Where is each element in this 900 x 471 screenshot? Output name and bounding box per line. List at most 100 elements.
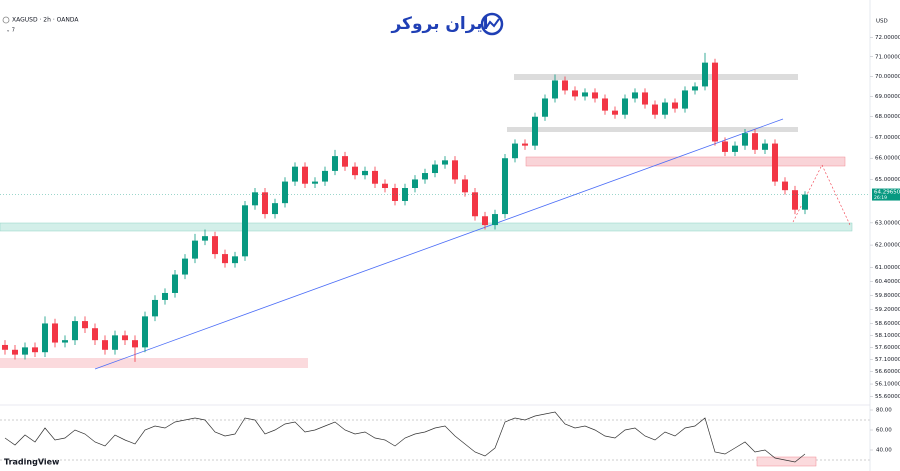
candle-body	[362, 170, 368, 176]
menu[interactable]: ⌄ 7	[6, 28, 15, 34]
candle-body	[342, 156, 348, 167]
candle-body	[302, 166, 308, 184]
candle-body	[282, 181, 288, 204]
candle-body	[732, 145, 738, 152]
candle-body	[162, 292, 168, 300]
candle-body	[572, 90, 578, 97]
candle-body	[632, 92, 638, 99]
trend-line	[94, 118, 784, 370]
candle-body	[212, 236, 218, 255]
demand-zone	[0, 358, 308, 368]
candle-body	[802, 194, 808, 210]
last-price-tag	[872, 188, 900, 201]
logo-text: ایران بروکر	[390, 14, 488, 34]
candle-body	[512, 143, 518, 159]
candle-body	[752, 133, 758, 150]
candle-body	[762, 143, 768, 150]
last-price-label: 64.29650	[874, 190, 900, 196]
y-tick-label: 67.00000	[875, 135, 900, 141]
candle-body	[552, 80, 558, 99]
candle-body	[392, 188, 398, 201]
candle-body	[672, 102, 678, 109]
y-tick-label: 59.20000	[875, 307, 900, 313]
symbol-title: XAGUSD · 2h · OANDA	[12, 17, 79, 24]
candle-body	[42, 323, 48, 353]
y-tick-label: 72.00000	[875, 35, 900, 41]
candle-body	[202, 236, 208, 241]
candle-body	[582, 92, 588, 97]
y-tick-label: 61.00000	[875, 265, 900, 271]
candle-body	[652, 104, 658, 115]
y-tick-label: 68.00000	[875, 114, 900, 120]
candle-body	[622, 98, 628, 115]
candle-body	[502, 158, 508, 215]
candle-body	[682, 90, 688, 109]
y-tick-label: 56.10000	[875, 382, 900, 388]
candle-body	[242, 205, 248, 257]
candle-body	[2, 344, 8, 350]
candle-body	[222, 254, 228, 264]
rsi-y-tick-label: 80.00	[876, 408, 892, 414]
candle-body	[112, 335, 118, 350]
candle-body	[532, 116, 538, 146]
candle-body	[772, 143, 778, 182]
countdown: 26:19	[874, 195, 887, 201]
support-zone	[0, 222, 853, 232]
pink-zone	[525, 156, 846, 167]
candle-body	[472, 192, 478, 217]
candle-body	[152, 299, 158, 317]
rsi-line	[4, 411, 806, 463]
y-tick-label: 57.10000	[875, 357, 900, 363]
candle-body	[62, 340, 68, 343]
rsi-y-tick-label: 40.00	[876, 448, 892, 454]
y-tick-label: 58.60000	[875, 321, 900, 327]
candle-body	[32, 347, 38, 353]
candle-body	[312, 181, 318, 184]
candle-body	[612, 110, 618, 115]
candle-body	[702, 62, 708, 87]
candle-body	[172, 274, 178, 293]
y-tick-label: 71.00000	[875, 54, 900, 60]
y-tick-label: 62.00000	[875, 243, 900, 249]
y-tick-label: 58.10000	[875, 333, 900, 339]
logo: ایران بروکر	[390, 12, 504, 36]
candle-body	[422, 173, 428, 180]
resistance-zone	[514, 74, 798, 80]
candle-body	[182, 258, 188, 275]
candle-body	[742, 133, 748, 146]
y-tick-label: 59.80000	[875, 293, 900, 299]
candle-body	[542, 98, 548, 117]
candle-body	[72, 321, 78, 341]
y-tick-label: 57.60000	[875, 345, 900, 351]
candle-body	[232, 256, 238, 264]
candle-body	[712, 62, 718, 142]
currency: USD	[876, 19, 888, 25]
candle-body	[432, 164, 438, 174]
candle-body	[792, 190, 798, 210]
logo-icon	[480, 12, 504, 36]
y-tick-label: 63.00000	[875, 220, 900, 226]
candle-body	[12, 349, 18, 355]
candle-body	[102, 340, 108, 350]
candle-body	[492, 214, 498, 226]
candle-body	[192, 240, 198, 259]
rsi-y-tick-label: 60.00	[876, 428, 892, 434]
candle-body	[142, 316, 148, 348]
y-tick-label: 66.00000	[875, 156, 900, 162]
footer-brand: TradingView	[4, 458, 60, 467]
candle-body	[642, 92, 648, 105]
logo-arrow	[485, 18, 500, 29]
candle-body	[22, 347, 28, 355]
candle-body	[522, 143, 528, 146]
candle-body	[482, 216, 488, 226]
candle-body	[592, 92, 598, 99]
candle-body	[82, 321, 88, 329]
y-tick-label: 69.00000	[875, 94, 900, 100]
candle-body	[132, 340, 138, 348]
candle-body	[332, 156, 338, 171]
candle-body	[602, 98, 608, 111]
candle-body	[452, 160, 458, 180]
symbol-icon	[2, 16, 10, 24]
